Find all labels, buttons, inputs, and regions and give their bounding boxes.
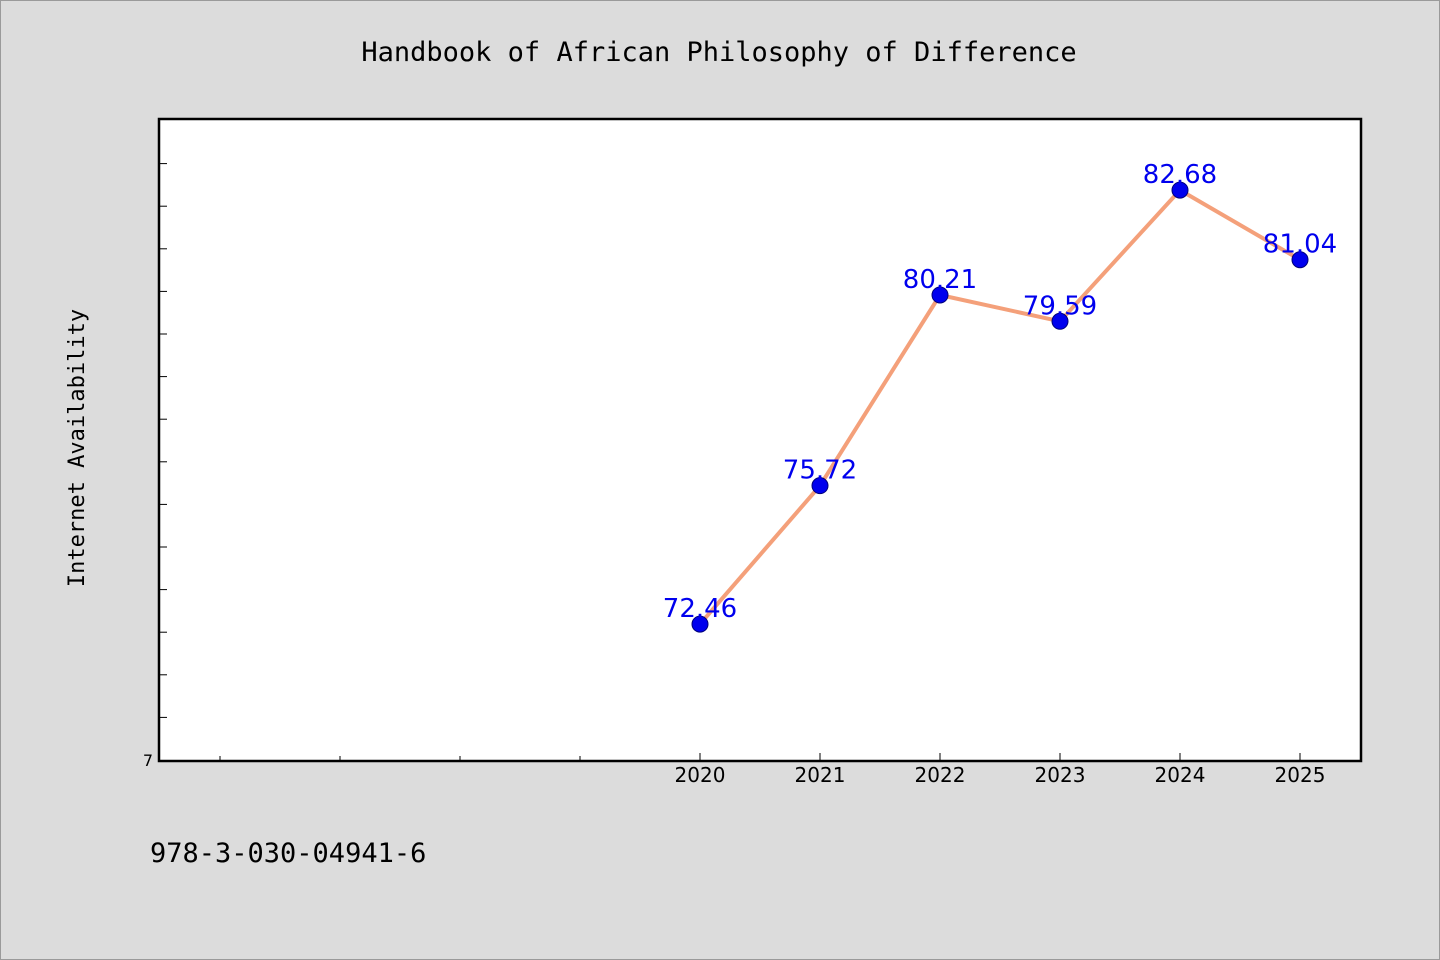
y-axis-tick-labels: 7: [143, 751, 153, 770]
data-point: [1051, 312, 1069, 330]
data-labels: 72.46 75.72 80.21 79.59 82.68 81.04: [663, 160, 1337, 624]
y-axis-ticks: [160, 163, 167, 718]
x-axis-ticks: [699, 753, 1301, 760]
data-point: [811, 477, 829, 495]
data-label: 75.72: [783, 456, 857, 486]
data-point: [1171, 181, 1189, 199]
x-tick-label: 2024: [1155, 763, 1206, 787]
data-markers: [691, 181, 1309, 633]
x-axis-minor-ticks: [219, 756, 581, 760]
data-label: 79.59: [1023, 291, 1097, 321]
plot-area: [157, 117, 1363, 763]
y-tick-label: 7: [143, 751, 153, 770]
data-point: [931, 286, 949, 304]
x-axis-tick-labels: 2020 2021 2022 2023 2024 2025: [675, 763, 1326, 787]
isbn-text: 978-3-030-04941-6: [150, 838, 426, 869]
x-tick-label: 2022: [915, 763, 966, 787]
x-tick-label: 2020: [675, 763, 726, 787]
data-label: 80.21: [903, 265, 977, 295]
y-axis-label: Internet Availability: [65, 309, 90, 587]
x-tick-label: 2023: [1035, 763, 1086, 787]
series-line: [698, 188, 1302, 627]
data-label: 81.04: [1263, 230, 1337, 260]
data-label: 72.46: [663, 594, 737, 624]
x-tick-label: 2021: [795, 763, 846, 787]
chart-title: Handbook of African Philosophy of Differ…: [361, 37, 1076, 68]
data-point: [691, 615, 709, 633]
x-tick-label: 2025: [1275, 763, 1326, 787]
data-label: 82.68: [1143, 160, 1217, 190]
data-point: [1291, 251, 1309, 269]
